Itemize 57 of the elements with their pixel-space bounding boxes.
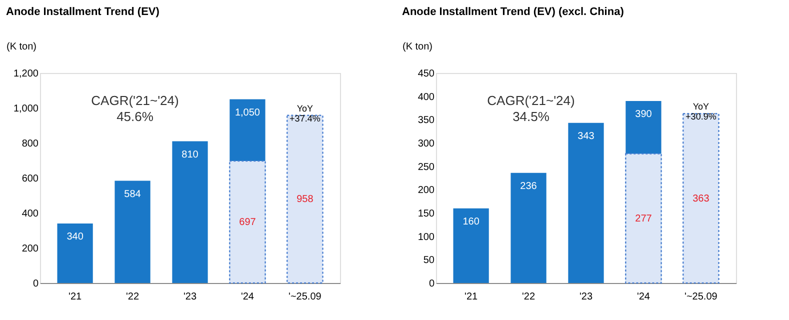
y-tick-label: 600 [22,174,39,184]
x-tick-label: '23 [183,292,197,302]
data-label: 584 [124,188,142,200]
y-tick-label: 50 [423,255,435,266]
data-label: 340 [66,232,84,242]
y-tick-label: 200 [22,244,39,254]
annotation: CAGR('21~'24) 45.6% [91,93,179,124]
y-tick-label: 1,000 [13,104,39,114]
bar [625,153,662,284]
bar [114,180,150,283]
annotation: YoY +37.4% [290,103,320,124]
annotation: YoY +30.9% [686,102,716,122]
y-tick-label: 0 [32,278,39,290]
y-tick-label: 250 [418,162,435,173]
x-tick-label: '21 [68,292,82,302]
bar [229,160,266,284]
data-label: 390 [635,109,652,120]
data-label: 1,050 [234,107,260,118]
y-tick-label: 0 [428,278,435,290]
data-label: 958 [296,194,314,206]
x-tick-label: '22 [126,292,140,302]
chart-title: Anode Installment Trend (EV) [6,6,160,18]
annotation: CAGR('21~'24) 34.5% [487,93,575,124]
bar [453,208,489,283]
y-tick-label: 300 [418,138,435,150]
x-tick-label: '~25.09 [288,292,322,302]
chart-title: Anode Installment Trend (EV) (excl. China) [402,6,624,18]
y-tick-label: 1,200 [13,68,39,80]
data-label: 160 [462,216,480,228]
x-tick-label: '23 [579,292,593,302]
bar [510,172,546,283]
y-axis-title: (K ton) [6,42,37,52]
x-tick-label: '24 [636,292,650,302]
data-label: 697 [239,217,256,228]
bar [682,113,720,284]
y-tick-label: 350 [418,115,435,126]
data-label: 343 [578,130,595,142]
data-label: 277 [635,213,652,224]
bar [286,114,324,284]
x-tick-label: '24 [240,292,254,302]
y-tick-label: 400 [418,92,435,103]
bar [568,122,604,283]
x-tick-label: '~25.09 [684,292,718,302]
data-label: 810 [182,149,199,160]
y-axis-title: (K ton) [402,42,433,52]
x-tick-label: '21 [464,292,478,302]
y-tick-label: 400 [22,208,39,220]
y-tick-label: 100 [418,232,435,243]
bar [57,224,93,283]
data-label: 363 [692,193,710,204]
y-tick-label: 800 [22,138,39,150]
bar [172,141,208,283]
y-tick-label: 200 [418,185,435,196]
data-label: 236 [520,180,538,192]
y-tick-label: 450 [418,68,435,80]
x-tick-label: '22 [522,292,536,302]
y-tick-label: 150 [418,208,435,220]
